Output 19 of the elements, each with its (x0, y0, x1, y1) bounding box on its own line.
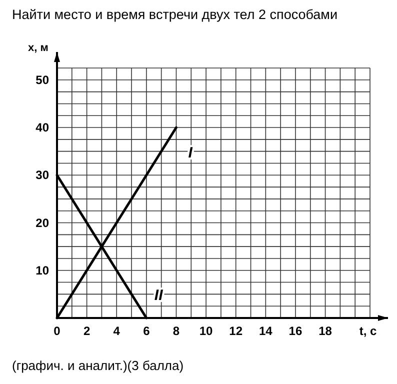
y-tick-label: 10 (36, 263, 50, 278)
y-tick-label: 30 (36, 168, 50, 182)
x-tick-label: 2 (83, 324, 90, 338)
x-tick-label: 6 (143, 324, 150, 338)
x-tick-label: 0 (54, 324, 61, 338)
y-axis-title: x, м (28, 42, 48, 54)
y-tick-label: 50 (36, 72, 50, 87)
x-tick-label: 14 (258, 324, 273, 338)
x-tick-label: 10 (199, 324, 214, 338)
chart-title: Найти место и время встречи двух тел 2 способами (12, 7, 338, 22)
x-tick-label: 16 (288, 324, 302, 338)
y-tick-label: 40 (36, 120, 50, 135)
x-tick-label: 8 (172, 324, 180, 338)
x-tick-label: 12 (229, 324, 243, 338)
x-tick-label: 18 (318, 324, 332, 338)
y-tick-label: 20 (36, 216, 50, 230)
x-axis-title: t, c (359, 324, 377, 338)
x-tick-label: 4 (113, 324, 120, 338)
text: (графич. и аналит.)(3 балла) (12, 358, 184, 373)
